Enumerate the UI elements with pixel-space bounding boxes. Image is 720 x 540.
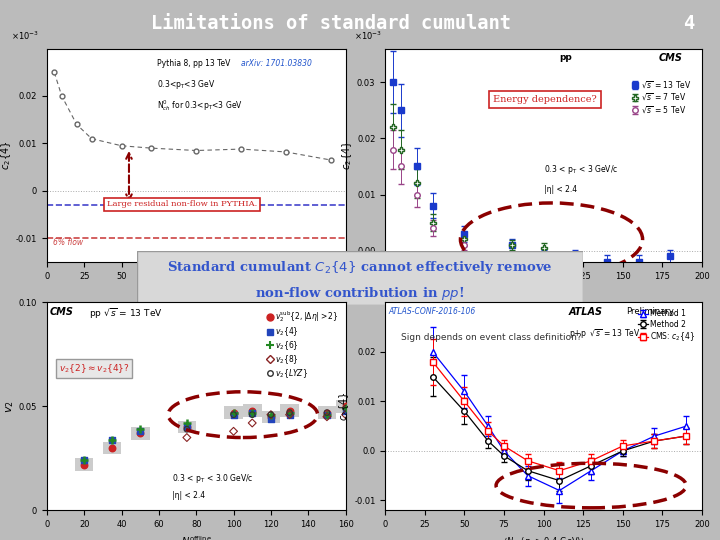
Point	[246, 408, 258, 417]
Point	[284, 410, 295, 419]
Bar	[103, 442, 122, 454]
Point	[107, 444, 118, 453]
Point	[246, 418, 258, 427]
Bar	[224, 406, 243, 419]
Text: CMS: CMS	[50, 307, 73, 316]
Text: Sign depends on event class definition?: Sign depends on event class definition?	[401, 333, 582, 342]
Legend: $v_2^{\rm sub}\{2,|\Delta\eta|>2\}$, $v_2\{4\}$, $v_2\{6\}$, $v_2\{8\}$, $v_2\{L: $v_2^{\rm sub}\{2,|\Delta\eta|>2\}$, $v_…	[264, 306, 342, 383]
Text: ATLAS: ATLAS	[569, 307, 603, 316]
Text: pp $\sqrt{s}$ = 13 TeV: pp $\sqrt{s}$ = 13 TeV	[89, 307, 162, 321]
Point	[321, 408, 333, 417]
Point	[228, 408, 239, 417]
Point	[107, 435, 118, 444]
Bar	[261, 410, 280, 423]
Point	[78, 456, 90, 465]
Y-axis label: $c_2\{4\}$: $c_2\{4\}$	[338, 392, 351, 421]
Text: pp: pp	[559, 53, 572, 62]
Point	[265, 413, 276, 421]
Text: 4: 4	[683, 14, 695, 33]
Point	[265, 415, 276, 423]
Point	[181, 418, 193, 427]
Point	[246, 406, 258, 415]
Point	[135, 429, 146, 438]
Text: 0.3<p$_{\rm T}$<3 GeV: 0.3<p$_{\rm T}$<3 GeV	[158, 78, 215, 91]
Point	[284, 408, 295, 417]
Point	[228, 427, 239, 436]
Point	[284, 406, 295, 415]
Point	[340, 404, 351, 413]
Point	[246, 410, 258, 419]
Point	[135, 425, 146, 434]
Point	[228, 408, 239, 417]
Point	[228, 410, 239, 419]
Text: $\times10^{-3}$: $\times10^{-3}$	[11, 30, 39, 42]
Point	[246, 408, 258, 417]
Point	[78, 460, 90, 469]
Text: 0.3 < p$_{\rm T}$ < 3 GeV/c: 0.3 < p$_{\rm T}$ < 3 GeV/c	[544, 163, 618, 177]
Legend: $\sqrt{s}$ = 13 TeV, $\sqrt{s}$ = 7 TeV, $\sqrt{s}$ = 5 TeV: $\sqrt{s}$ = 13 TeV, $\sqrt{s}$ = 7 TeV,…	[629, 76, 695, 118]
Point	[321, 413, 333, 421]
Point	[265, 410, 276, 419]
X-axis label: $\langle N_{\rm trk}(p_T > 0.4\ {\rm GeV})\rangle$: $\langle N_{\rm trk}(p_T > 0.4\ {\rm GeV…	[503, 535, 585, 540]
Point	[135, 427, 146, 436]
Bar	[280, 404, 299, 417]
Point	[340, 406, 351, 415]
X-axis label: $N^{\rm offline}_{\rm trk}$: $N^{\rm offline}_{\rm trk}$	[181, 535, 212, 540]
Bar	[131, 427, 150, 440]
Text: |η| < 2.4: |η| < 2.4	[172, 491, 205, 500]
Text: Limitations of standard cumulant: Limitations of standard cumulant	[151, 14, 511, 33]
Text: ATLAS-CONF-2016-106: ATLAS-CONF-2016-106	[388, 307, 476, 315]
Point	[78, 456, 90, 465]
Text: CMS: CMS	[659, 53, 683, 63]
Text: non-flow contribution in $pp$!: non-flow contribution in $pp$!	[256, 285, 464, 302]
Point	[107, 435, 118, 444]
Text: N$^0_{ch}$ for 0.3<p$_{\rm T}$<3 GeV: N$^0_{ch}$ for 0.3<p$_{\rm T}$<3 GeV	[158, 98, 243, 112]
Point	[265, 410, 276, 419]
Point	[321, 410, 333, 419]
Text: p+p  $\sqrt{s}$ = 13 TeV: p+p $\sqrt{s}$ = 13 TeV	[569, 327, 641, 341]
Bar	[336, 400, 355, 413]
Bar	[243, 404, 261, 417]
Point	[321, 410, 333, 419]
Point	[340, 404, 351, 413]
FancyBboxPatch shape	[137, 251, 583, 305]
Point	[284, 410, 295, 419]
Bar	[178, 421, 196, 434]
Text: 0.3 < p$_{\rm T}$ < 3.0 GeV/c: 0.3 < p$_{\rm T}$ < 3.0 GeV/c	[172, 472, 254, 485]
Point	[181, 425, 193, 434]
Text: Standard cumulant $C_2\{4\}$ cannot effectively remove: Standard cumulant $C_2\{4\}$ cannot effe…	[167, 259, 553, 276]
Bar	[318, 406, 336, 419]
Text: Large residual non-flow in PYTHIA.: Large residual non-flow in PYTHIA.	[107, 200, 257, 208]
Point	[340, 410, 351, 419]
Y-axis label: $c_2\{4\}$: $c_2\{4\}$	[0, 140, 13, 170]
Point	[284, 408, 295, 417]
Text: arXiv: 1701.03830: arXiv: 1701.03830	[241, 59, 312, 68]
Text: 6% flow: 6% flow	[53, 238, 83, 247]
Legend: Method 1, Method 2, CMS: $c_2\{4\}$: Method 1, Method 2, CMS: $c_2\{4\}$	[636, 306, 698, 346]
Y-axis label: $v_2$: $v_2$	[4, 400, 16, 413]
Point	[265, 410, 276, 419]
Text: Energy dependence?: Energy dependence?	[493, 95, 597, 104]
Text: $\times10^{-3}$: $\times10^{-3}$	[354, 30, 382, 42]
Y-axis label: $c_2\{4\}$: $c_2\{4\}$	[341, 140, 354, 170]
Point	[321, 408, 333, 417]
Point	[181, 423, 193, 431]
Text: Pythia 8, pp 13 TeV: Pythia 8, pp 13 TeV	[158, 59, 230, 68]
Point	[340, 402, 351, 410]
Point	[181, 423, 193, 431]
Point	[181, 433, 193, 442]
Point	[228, 410, 239, 419]
Text: |η| < 2.4: |η| < 2.4	[544, 185, 577, 193]
Text: $v_2\{2\} \approx v_2\{4\}?$: $v_2\{2\} \approx v_2\{4\}?$	[59, 362, 130, 375]
Bar	[75, 458, 94, 471]
Text: Preliminary: Preliminary	[626, 307, 674, 315]
